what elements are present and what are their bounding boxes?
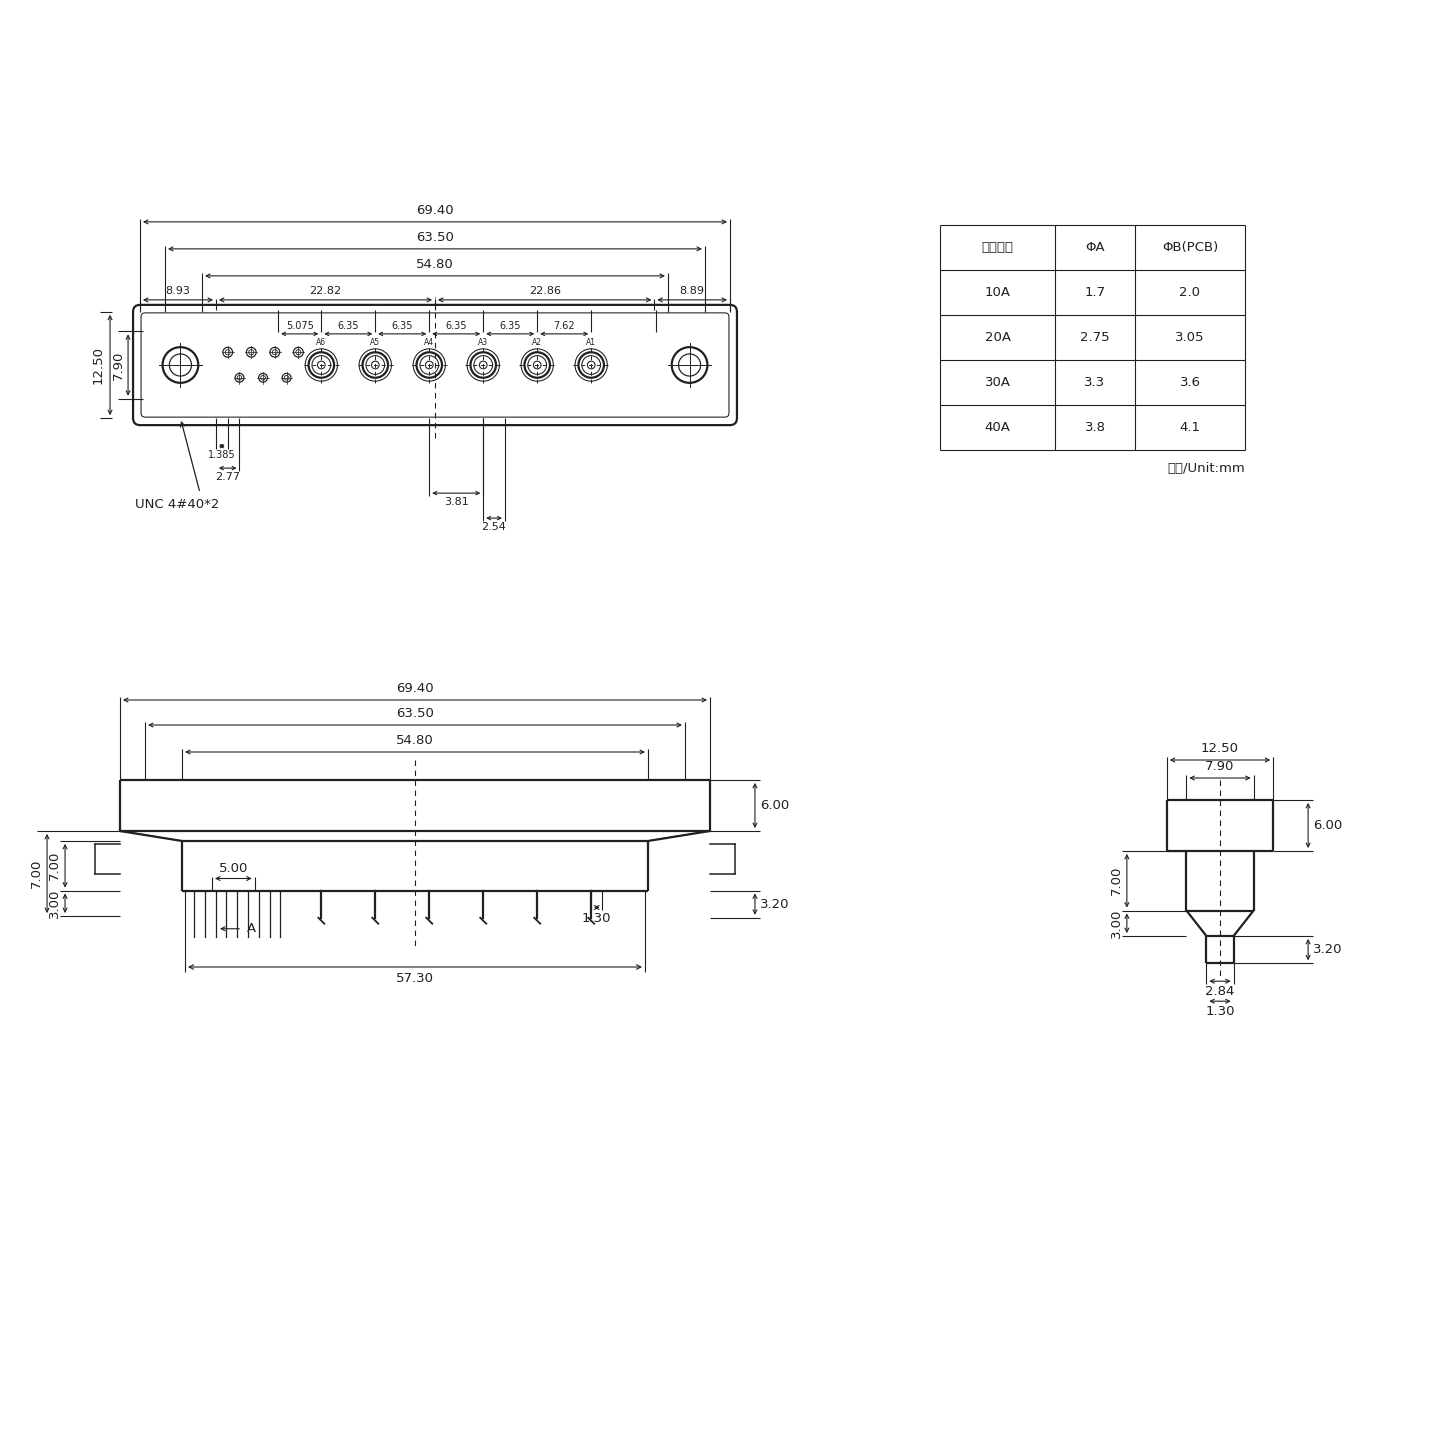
Text: ΦB(PCB): ΦB(PCB)	[1162, 240, 1218, 253]
Text: 63.50: 63.50	[416, 230, 454, 243]
Text: 2.84: 2.84	[1205, 985, 1234, 998]
Text: A2: A2	[533, 338, 543, 347]
Text: 3.20: 3.20	[760, 897, 789, 910]
Text: A6: A6	[317, 338, 327, 347]
Text: 63.50: 63.50	[396, 707, 433, 720]
Text: 3.3: 3.3	[1084, 376, 1106, 389]
Text: 20A: 20A	[985, 331, 1011, 344]
Text: 8.93: 8.93	[166, 287, 190, 295]
Text: 7.00: 7.00	[48, 851, 60, 880]
Text: 69.40: 69.40	[396, 683, 433, 696]
Text: 2.0: 2.0	[1179, 287, 1201, 300]
Text: 40A: 40A	[985, 420, 1011, 433]
Text: 5.00: 5.00	[219, 861, 248, 874]
Text: 1.7: 1.7	[1084, 287, 1106, 300]
Text: 1.30: 1.30	[1205, 1005, 1234, 1018]
Text: 额定电流: 额定电流	[982, 240, 1014, 253]
Text: 3.20: 3.20	[1313, 943, 1342, 956]
Text: 69.40: 69.40	[416, 204, 454, 217]
Text: 54.80: 54.80	[416, 258, 454, 271]
Text: ΦA: ΦA	[1086, 240, 1104, 253]
Text: 1.385: 1.385	[207, 451, 236, 461]
Text: 3.00: 3.00	[48, 888, 60, 917]
Text: A4: A4	[425, 338, 435, 347]
Text: A1: A1	[586, 338, 596, 347]
Text: 7.90: 7.90	[112, 350, 125, 380]
Text: 6.00: 6.00	[760, 799, 789, 812]
Text: 6.35: 6.35	[392, 321, 413, 331]
Text: 6.35: 6.35	[337, 321, 359, 331]
Text: A: A	[248, 922, 256, 935]
Text: 8.89: 8.89	[680, 287, 704, 295]
Text: A3: A3	[478, 338, 488, 347]
Text: 57.30: 57.30	[396, 972, 433, 985]
Text: 2.75: 2.75	[1080, 331, 1110, 344]
Text: 3.81: 3.81	[444, 497, 468, 507]
Text: 1.30: 1.30	[582, 912, 612, 924]
Text: 7.00: 7.00	[1110, 865, 1123, 896]
Text: 2.54: 2.54	[481, 523, 507, 533]
Text: 5.075: 5.075	[285, 321, 314, 331]
Text: 3.00: 3.00	[1110, 909, 1123, 937]
Text: UNC 4#40*2: UNC 4#40*2	[135, 498, 219, 511]
Text: 10A: 10A	[985, 287, 1011, 300]
Text: 30A: 30A	[985, 376, 1011, 389]
Text: 3.05: 3.05	[1175, 331, 1205, 344]
Text: 单位/Unit:mm: 单位/Unit:mm	[1168, 462, 1246, 475]
Text: 22.82: 22.82	[310, 287, 341, 295]
Text: 7.62: 7.62	[553, 321, 575, 331]
Text: 7.90: 7.90	[1205, 760, 1234, 773]
Text: 22.86: 22.86	[528, 287, 560, 295]
Text: 6.35: 6.35	[500, 321, 521, 331]
Text: 2.77: 2.77	[215, 472, 240, 482]
Text: A5: A5	[370, 338, 380, 347]
Text: 3.6: 3.6	[1179, 376, 1201, 389]
FancyBboxPatch shape	[141, 312, 729, 418]
FancyBboxPatch shape	[132, 305, 737, 425]
Text: 12.50: 12.50	[92, 346, 105, 384]
Text: 12.50: 12.50	[1201, 742, 1238, 755]
Text: 7.00: 7.00	[30, 858, 43, 888]
Text: 6.35: 6.35	[445, 321, 467, 331]
Text: 4.1: 4.1	[1179, 420, 1201, 433]
Text: 54.80: 54.80	[396, 734, 433, 747]
Text: 3.8: 3.8	[1084, 420, 1106, 433]
Text: 6.00: 6.00	[1313, 819, 1342, 832]
